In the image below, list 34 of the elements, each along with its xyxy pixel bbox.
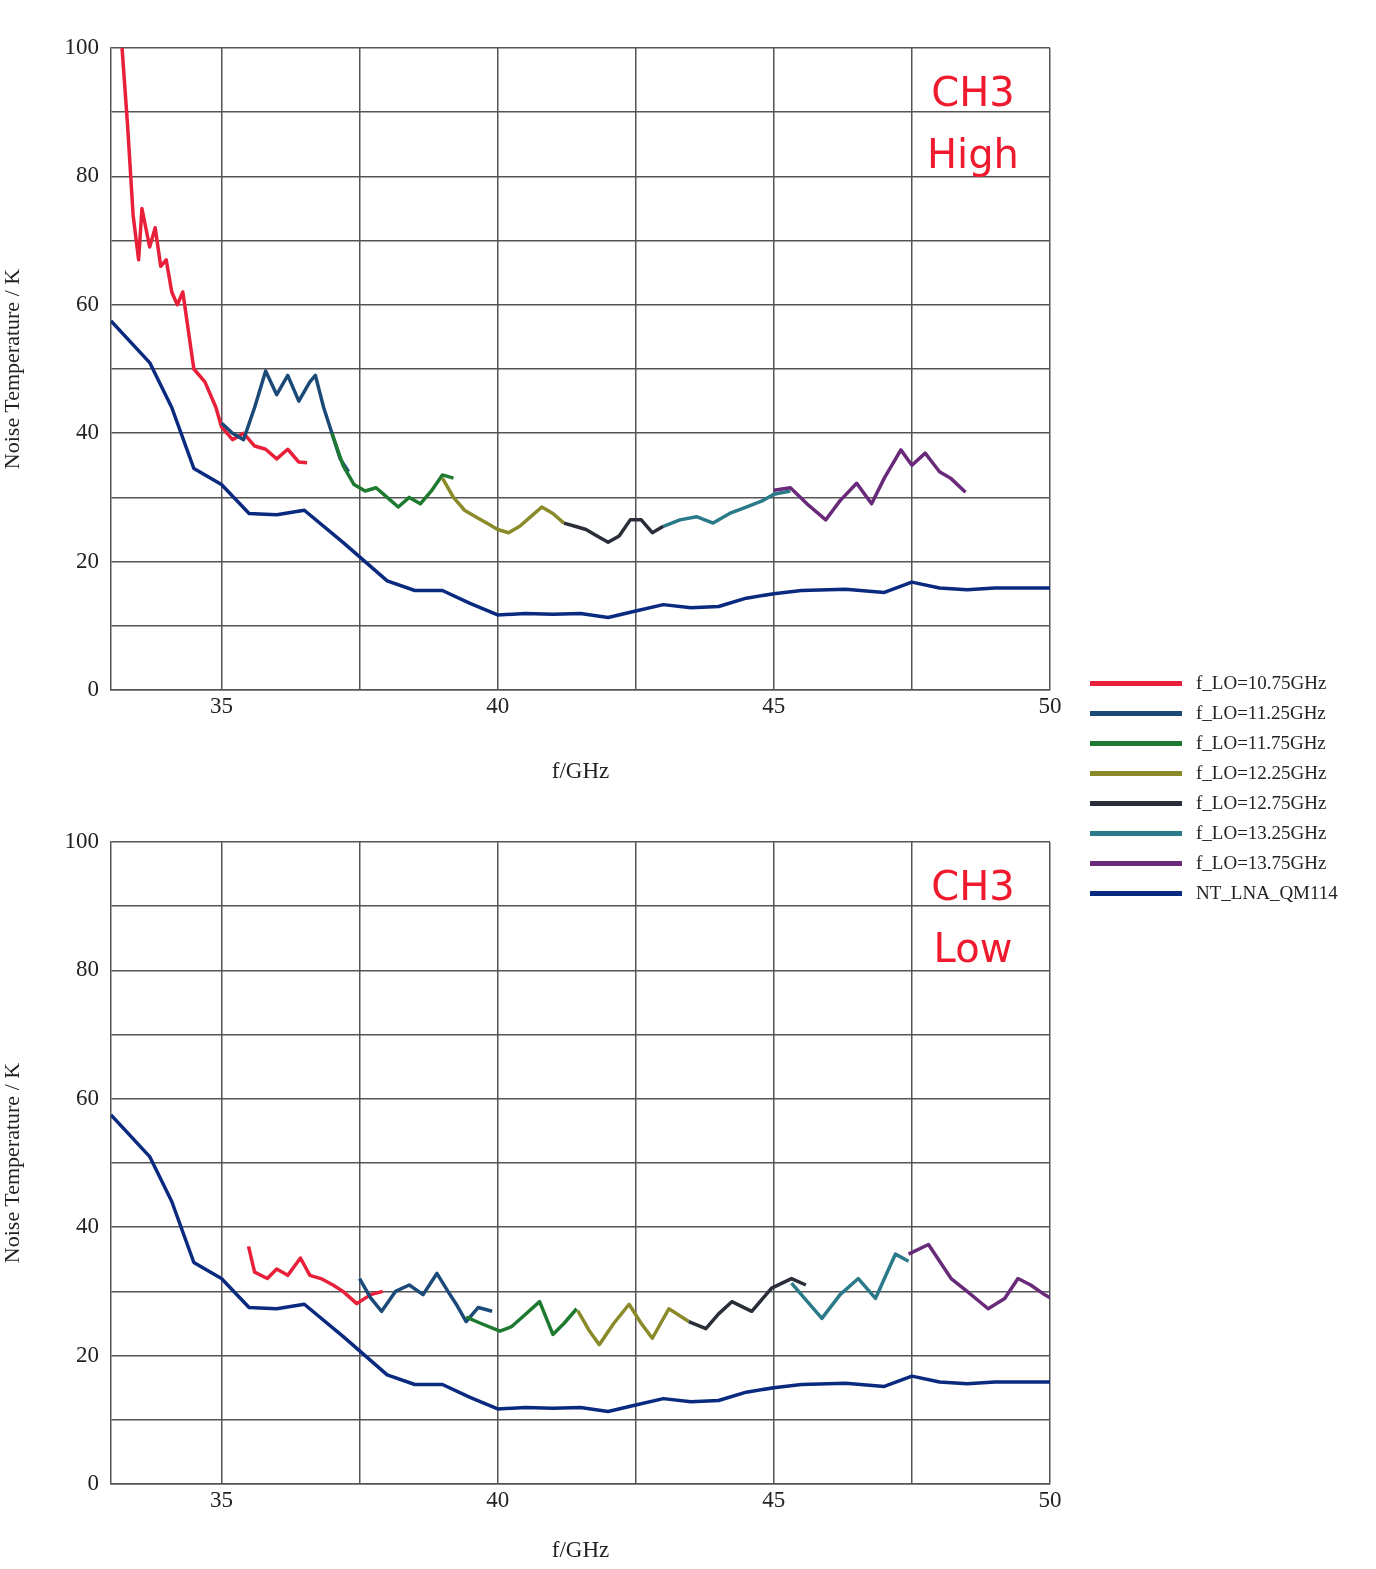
x-tick-label: 40: [486, 1486, 510, 1512]
y-tick-label: 20: [76, 1341, 99, 1367]
legend-label: f_LO=12.75GHz: [1196, 792, 1327, 814]
x-tick-label: 50: [1038, 1486, 1062, 1512]
y-tick-label: 100: [64, 828, 99, 854]
y-tick-label: 100: [64, 34, 99, 60]
x-axis-title: f/GHz: [551, 758, 610, 784]
legend-label: f_LO=11.75GHz: [1196, 732, 1326, 754]
y-tick-label: 80: [76, 162, 99, 188]
annotation: CH3 High: [927, 69, 1019, 178]
annotation: CH3 Low: [931, 863, 1015, 972]
x-tick-label: 45: [762, 1486, 786, 1512]
x-tick-label: 50: [1038, 692, 1062, 718]
y-tick-label: 60: [76, 290, 99, 316]
x-tick-label: 35: [209, 692, 233, 718]
x-axis-title: f/GHz: [551, 1537, 610, 1563]
y-tick-label: 0: [87, 1470, 99, 1496]
y-tick-label: 20: [76, 547, 99, 573]
legend-label: f_LO=13.25GHz: [1196, 822, 1327, 844]
legend-label: NT_LNA_QM114: [1196, 882, 1338, 904]
y-axis-title: Noise Temperature / K: [0, 1062, 24, 1264]
y-tick-label: 80: [76, 956, 99, 982]
x-tick-label: 45: [762, 692, 786, 718]
y-axis-title: Noise Temperature / K: [0, 268, 24, 470]
legend-label: f_LO=12.25GHz: [1196, 762, 1327, 784]
x-tick-label: 35: [209, 1486, 233, 1512]
y-tick-label: 60: [76, 1084, 99, 1110]
y-tick-label: 0: [87, 676, 99, 702]
legend-label: f_LO=11.25GHz: [1196, 702, 1326, 724]
legend-label: f_LO=13.75GHz: [1196, 852, 1327, 874]
x-tick-label: 40: [486, 692, 510, 718]
legend-label: f_LO=10.75GHz: [1196, 672, 1327, 694]
y-tick-label: 40: [76, 1213, 99, 1239]
y-tick-label: 40: [76, 419, 99, 445]
